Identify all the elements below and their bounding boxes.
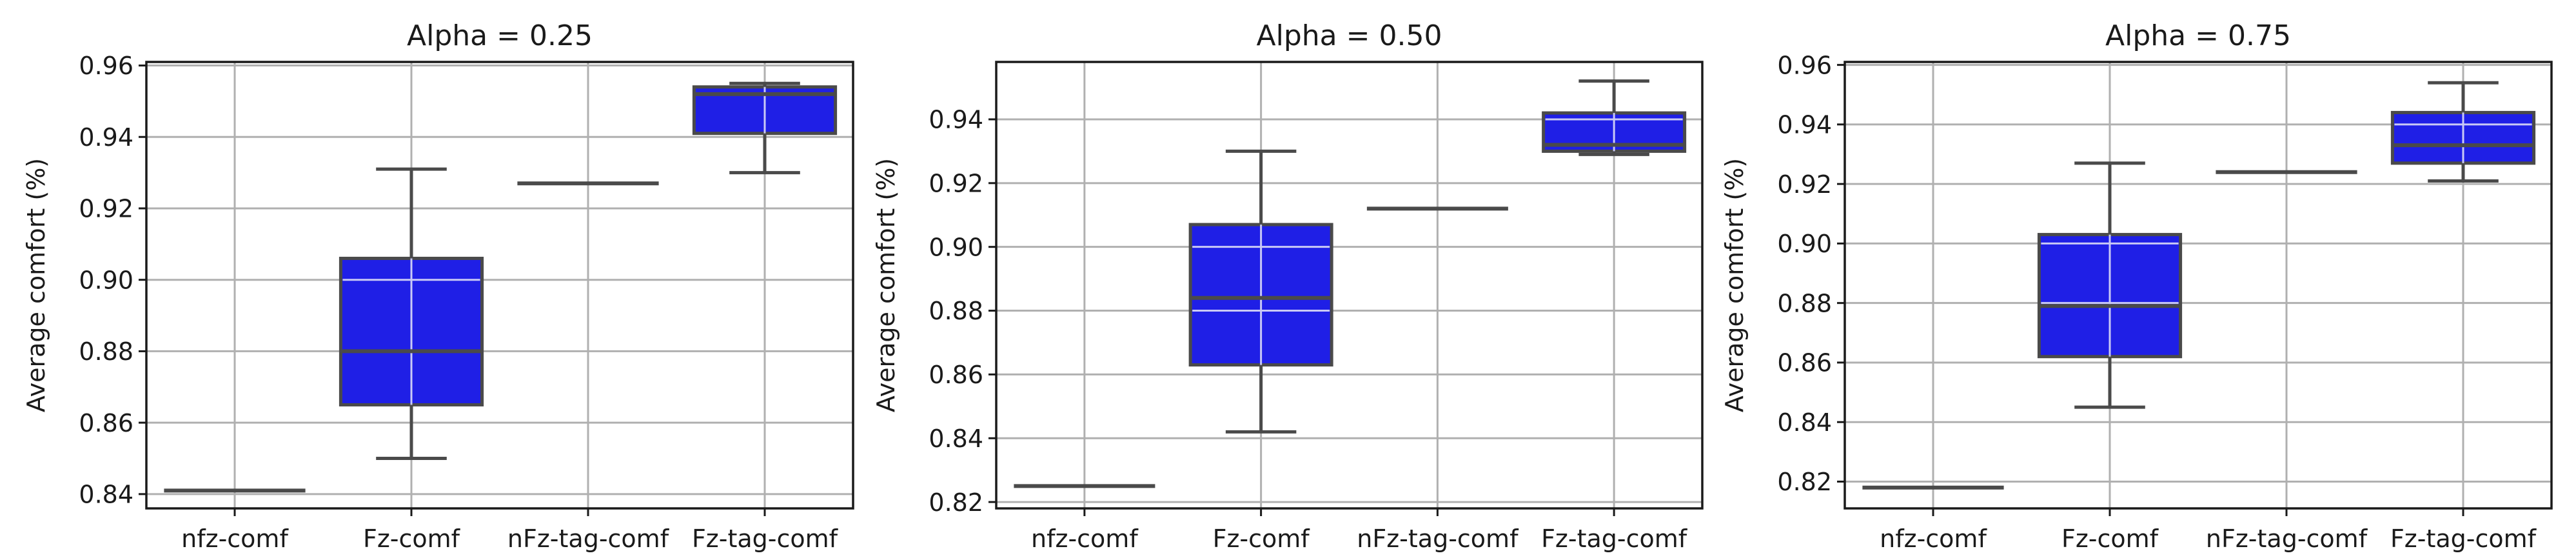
box-Fz-tag-comf (692, 81, 838, 175)
y-tick-label: 0.90 (79, 266, 133, 294)
y-tick-label: 0.84 (79, 481, 133, 509)
y-axis-label: Average comfort (%) (22, 158, 50, 412)
y-tick-label: 0.86 (929, 361, 983, 389)
y-tick-label: 0.88 (1777, 289, 1832, 317)
box-Fz-tag-comf (2390, 81, 2536, 183)
x-tick-label: Fz-tag-comf (2390, 525, 2537, 553)
x-tick-label: nFz-tag-comf (1357, 525, 1519, 553)
x-tick-label: nfz-comf (1031, 525, 1139, 553)
box-Fz-comf (2037, 161, 2183, 409)
panel-1: 0.84 0.86 0.88 0.90 0.92 0.94 0.96 nfz-comf Fz-c… (22, 19, 854, 553)
y-tick-label: 0.92 (929, 170, 983, 198)
y-tick-label: 0.96 (79, 52, 133, 80)
y-tick-label: 0.86 (79, 409, 133, 437)
x-tick-label: Fz-tag-comf (692, 525, 839, 553)
y-tick-label: 0.86 (1777, 349, 1832, 377)
x-tick-label: Fz-comf (2061, 525, 2159, 553)
x-tick-label: nFz-tag-comf (2206, 525, 2368, 553)
chart-title: Alpha = 0.75 (2105, 19, 2291, 52)
y-tick-label: 0.96 (1777, 51, 1832, 79)
axes-frame (1844, 61, 2553, 510)
y-tick-label: 0.94 (929, 106, 983, 134)
y-tick-label: 0.82 (1777, 468, 1832, 496)
y-tick-label: 0.84 (1777, 408, 1832, 437)
chart-title: Alpha = 0.25 (407, 19, 593, 52)
y-axis-label: Average comfort (%) (1720, 158, 1749, 412)
x-tick-label: Fz-comf (1213, 525, 1311, 553)
y-tick-label: 0.88 (929, 297, 983, 325)
box-Fz-comf (339, 167, 484, 460)
x-tick-label: nfz-comf (1880, 525, 1987, 553)
y-tick-label: 0.94 (1777, 111, 1832, 139)
chart-title: Alpha = 0.50 (1257, 19, 1442, 52)
y-tick-label: 0.84 (929, 425, 983, 453)
panel-2: 0.82 0.84 0.86 0.88 0.90 0.92 0.94 nfz-comf Fz-c… (872, 19, 1704, 553)
axes-frame (145, 61, 854, 510)
y-tick-label: 0.88 (79, 337, 133, 366)
panel-3: 0.82 0.84 0.86 0.88 0.90 0.92 0.94 0.96 nfz-comf… (1720, 19, 2553, 553)
y-tick-label: 0.90 (1777, 230, 1832, 258)
box-Fz-tag-comf (1542, 79, 1687, 156)
y-tick-label: 0.92 (1777, 170, 1832, 199)
x-tick-label: nfz-comf (181, 525, 289, 553)
axes-frame (995, 61, 1704, 510)
x-tick-label: Fz-comf (363, 525, 461, 553)
x-tick-label: nFz-tag-comf (507, 525, 670, 553)
box-Fz-comf (1188, 149, 1333, 434)
y-axis-label: Average comfort (%) (872, 158, 900, 412)
x-tick-label: Fz-tag-comf (1541, 525, 1688, 553)
y-tick-label: 0.90 (929, 233, 983, 261)
y-tick-label: 0.92 (79, 195, 133, 223)
y-tick-label: 0.82 (929, 488, 983, 517)
y-tick-label: 0.94 (79, 123, 133, 152)
